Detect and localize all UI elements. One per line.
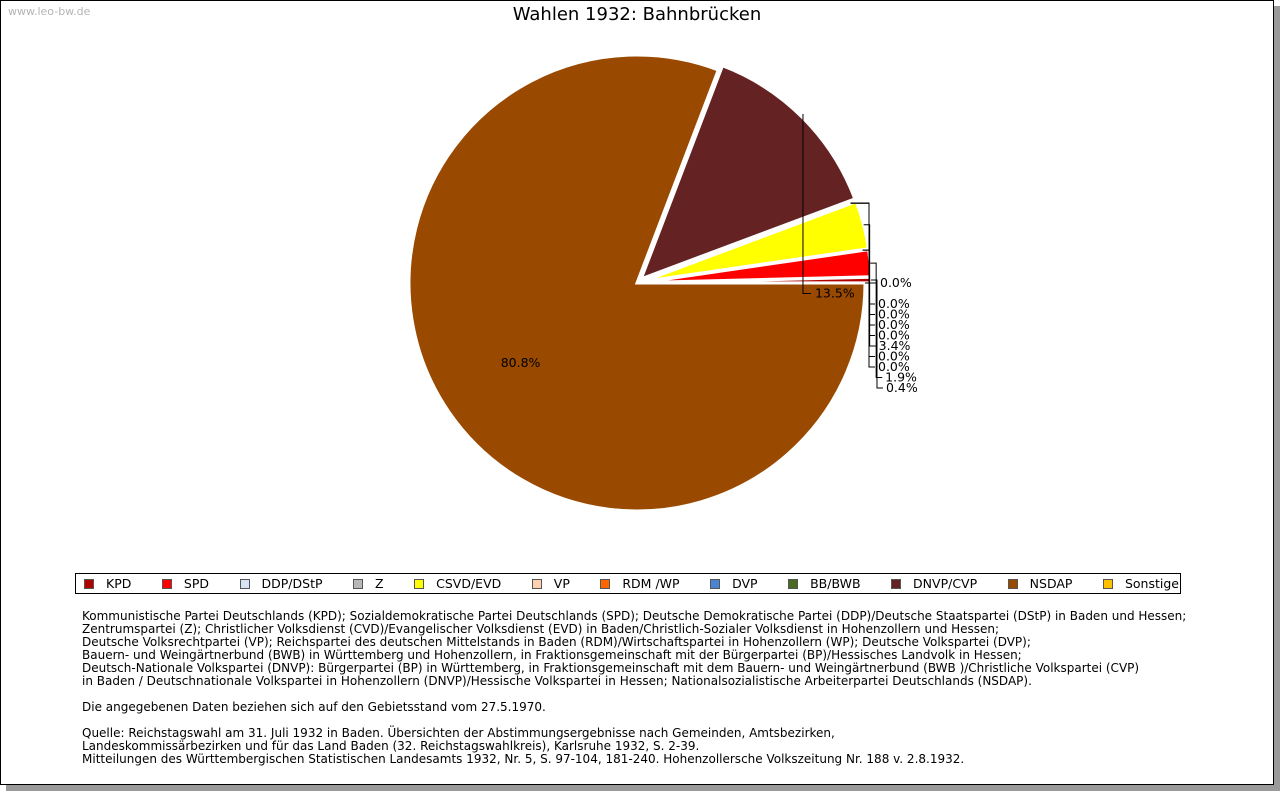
legend-label: BB/BWB: [810, 576, 861, 591]
legend-label: Sonstige: [1124, 576, 1179, 591]
legend-swatch: [1102, 578, 1113, 589]
party-definition-line: Deutsch-Nationale Volkspartei (DNVP): Bü…: [82, 661, 1140, 675]
legend-item: Sonstige: [1102, 576, 1179, 591]
party-definition-line: Deutsche Volksrechtpartei (VP); Reichspa…: [82, 635, 1031, 649]
legend-item: VP: [531, 576, 570, 591]
legend-item: CSVD/EVD: [414, 576, 501, 591]
data-label: 0.4%: [886, 380, 918, 395]
data-label: 1.9%: [885, 370, 917, 385]
legend-item: DNVP/CVP: [891, 576, 977, 591]
label-leader: [862, 249, 875, 368]
party-definition-line: Kommunistische Partei Deutschlands (KPD)…: [82, 609, 1187, 623]
territory-note: Die angegebenen Daten beziehen sich auf …: [82, 700, 546, 714]
data-label: 3.4%: [879, 338, 911, 353]
legend-label: RDM /WP: [622, 576, 680, 591]
label-leader: [802, 114, 811, 294]
legend-label: CSVD/EVD: [436, 576, 502, 591]
source-citation: Quelle: Reichstagswahl am 31. Juli 1932 …: [82, 727, 1232, 766]
legend-item: DDP/DStP: [239, 576, 323, 591]
party-definitions: Kommunistische Partei Deutschlands (KPD)…: [82, 610, 1232, 688]
label-leader: [870, 262, 883, 378]
legend-item: KPD: [84, 576, 131, 591]
legend-label: DNVP/CVP: [913, 576, 978, 591]
data-label: 0.0%: [880, 275, 912, 290]
legend-swatch: [414, 578, 425, 589]
legend-item: NSDAP: [1007, 576, 1073, 591]
legend-item: DVP: [710, 576, 758, 591]
party-definition-line: Bauern- und Weingärtnerbund (BWB) in Wür…: [82, 648, 1022, 662]
legend-swatch: [710, 578, 721, 589]
legend-label: DDP/DStP: [261, 576, 323, 591]
chart-legend: KPD SPD DDP/DStP Z CSVD/EVD VP RDM /WP DVP BB/BW…: [75, 573, 1181, 594]
party-definition-line: in Baden / Deutschnationale Volkspartei …: [82, 674, 1032, 688]
legend-item: RDM /WP: [600, 576, 680, 591]
data-label: 0.0%: [878, 296, 910, 311]
data-label: 13.5%: [815, 286, 855, 301]
legend-label: SPD: [183, 576, 209, 591]
pie-chart: 80.8%0.0%13.5%0.0%0.0%0.0%0.0%3.4%0.0%0.…: [407, 53, 918, 513]
pie-slice-csvd-evd: [642, 199, 871, 283]
legend-swatch: [788, 578, 799, 589]
pie-slice-nsdap: [407, 53, 867, 513]
data-label: 0.0%: [878, 317, 910, 332]
data-label: 0.0%: [878, 328, 910, 343]
legend-label: DVP: [732, 576, 758, 591]
data-label: 0.0%: [878, 359, 910, 374]
source-line: Landeskommissärbezirken und für das Land…: [82, 739, 700, 753]
legend-item: Z: [353, 576, 384, 591]
legend-swatch: [1007, 578, 1018, 589]
chart-title: Wahlen 1932: Bahnbrücken: [512, 4, 762, 25]
legend-swatch: [600, 578, 611, 589]
watermark: www.leo-bw.de: [8, 5, 91, 18]
legend-swatch: [84, 578, 94, 589]
source-line: Quelle: Reichstagswahl am 31. Juli 1932 …: [82, 726, 835, 740]
data-label: 80.8%: [501, 355, 541, 370]
notes: Kommunistische Partei Deutschlands (KPD)…: [82, 610, 1232, 766]
data-label: 0.0%: [878, 349, 910, 364]
label-leader: [870, 279, 883, 389]
legend-label: NSDAP: [1029, 576, 1073, 591]
legend-swatch: [891, 578, 902, 589]
legend-swatch: [239, 578, 250, 589]
legend-swatch: [161, 578, 172, 589]
party-definition-line: Zentrumspartei (Z); Christlicher Volksdi…: [82, 622, 1000, 636]
legend-label: Z: [375, 576, 384, 591]
label-leader: [863, 224, 876, 347]
legend-item: SPD: [161, 576, 209, 591]
legend-item: BB/BWB: [788, 576, 861, 591]
legend-label: VP: [553, 576, 570, 591]
data-label: 0.0%: [878, 307, 910, 322]
legend-swatch: [531, 578, 542, 589]
source-line: Mitteilungen des Württembergischen Stati…: [82, 752, 965, 766]
legend-swatch: [353, 578, 364, 589]
legend-label: KPD: [106, 576, 132, 591]
